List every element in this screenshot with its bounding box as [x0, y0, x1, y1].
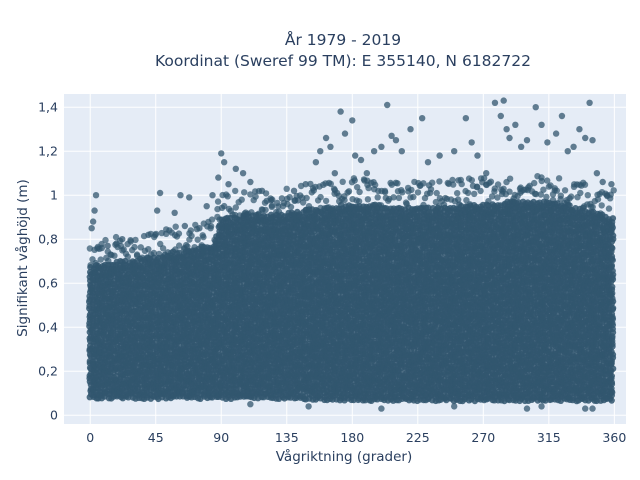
- scatter-point: [172, 223, 179, 230]
- scatter-point: [287, 203, 295, 211]
- scatter-point: [152, 231, 159, 239]
- scatter-point: [262, 206, 269, 214]
- scatter-point: [241, 189, 248, 196]
- scatter-point: [97, 256, 104, 263]
- scatter-point: [224, 193, 231, 200]
- scatter-point: [322, 197, 330, 205]
- scatter-point: [303, 194, 310, 202]
- dense-point-cloud: [86, 173, 617, 405]
- scatter-point: [345, 188, 353, 195]
- scatter-point: [214, 198, 222, 205]
- scatter-point: [339, 178, 346, 185]
- scatter-point: [132, 236, 139, 244]
- scatter-point: [102, 236, 109, 244]
- scatter-point: [111, 252, 118, 259]
- scatter-point: [310, 187, 317, 194]
- scatter-point: [207, 225, 214, 232]
- scatter-point: [232, 187, 239, 195]
- scatter-point: [188, 232, 195, 240]
- scatter-point: [175, 230, 183, 237]
- scatter-point: [183, 241, 190, 249]
- scatter-point: [283, 185, 290, 192]
- scatter-point: [194, 236, 201, 243]
- scatter-point: [124, 253, 131, 260]
- scatter-point: [341, 196, 348, 204]
- scatter-point: [187, 227, 194, 234]
- scatter-point: [131, 243, 138, 251]
- scatter-point: [200, 233, 207, 241]
- scatter-point: [317, 193, 324, 201]
- scatter-point: [238, 196, 245, 203]
